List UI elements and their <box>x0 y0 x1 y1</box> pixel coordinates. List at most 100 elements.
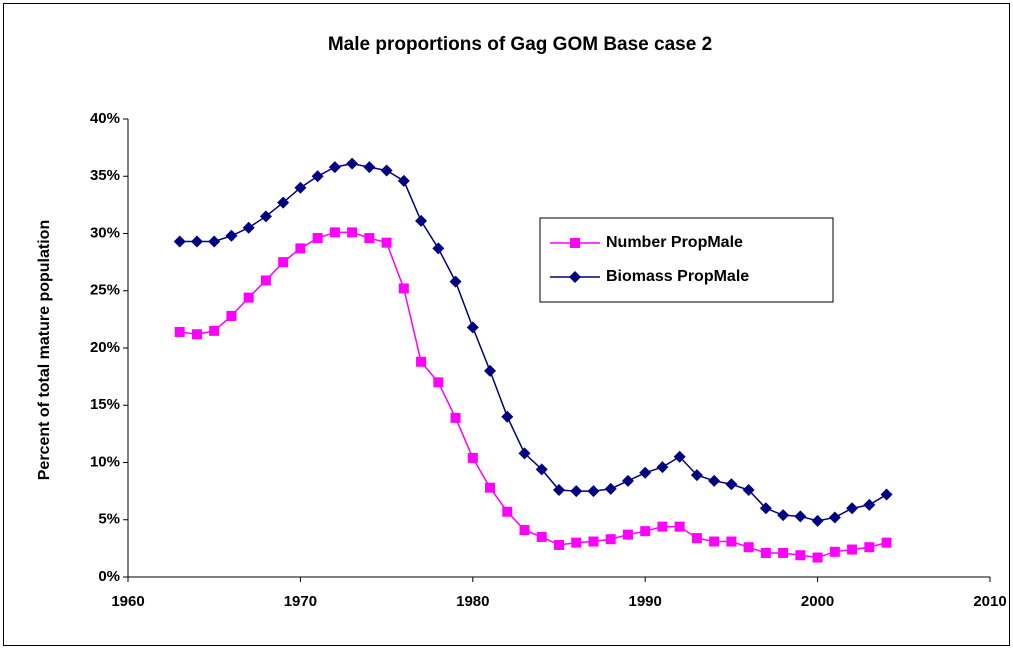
x-tick-label: 1990 <box>629 593 662 610</box>
data-point <box>502 506 513 517</box>
data-point <box>553 483 565 496</box>
x-tick-label: 1980 <box>456 593 489 610</box>
data-point <box>450 412 461 423</box>
data-point <box>209 325 220 336</box>
data-point <box>777 509 790 522</box>
data-point <box>604 482 617 495</box>
data-point <box>295 243 306 254</box>
data-point <box>725 478 738 491</box>
data-point <box>484 364 497 377</box>
data-point <box>346 157 359 170</box>
data-point <box>587 485 600 498</box>
data-point <box>466 321 479 334</box>
data-point <box>294 181 307 194</box>
data-point <box>467 452 478 463</box>
data-point <box>709 536 720 547</box>
data-point <box>778 547 789 558</box>
data-point <box>743 542 754 553</box>
chart-border <box>3 3 1010 646</box>
data-point <box>347 227 358 238</box>
data-point <box>811 514 824 527</box>
y-tick-label: 15% <box>90 396 120 413</box>
data-point <box>880 488 893 501</box>
data-point <box>864 542 875 553</box>
data-point <box>242 221 255 234</box>
data-point <box>863 498 876 511</box>
data-point <box>812 552 823 563</box>
data-point <box>726 536 737 547</box>
x-tick-label: 2000 <box>801 593 834 610</box>
data-point <box>570 485 583 498</box>
data-point <box>588 536 599 547</box>
data-point <box>674 521 685 532</box>
data-point <box>605 534 616 545</box>
data-point <box>760 547 771 558</box>
data-point <box>485 482 496 493</box>
data-point <box>657 521 668 532</box>
data-point <box>639 466 652 479</box>
data-point <box>759 502 772 515</box>
data-point <box>622 529 633 540</box>
legend-marker <box>569 271 581 283</box>
data-point <box>243 292 254 303</box>
legend-label: Number PropMale <box>606 234 743 251</box>
data-point <box>364 233 375 244</box>
y-tick-label: 30% <box>90 224 120 241</box>
data-point <box>673 450 686 463</box>
data-point <box>381 237 392 248</box>
data-point <box>329 227 340 238</box>
data-point <box>208 235 221 248</box>
data-point <box>536 531 547 542</box>
data-point <box>328 161 341 174</box>
data-point <box>742 483 755 496</box>
y-axis-label: Percent of total mature population <box>36 220 53 480</box>
data-point <box>191 329 202 340</box>
data-point <box>433 377 444 388</box>
data-point <box>881 537 892 548</box>
data-point <box>397 174 410 187</box>
data-point <box>691 533 702 544</box>
data-point <box>311 170 324 183</box>
data-point <box>621 474 634 487</box>
data-point <box>259 210 272 223</box>
data-point <box>571 537 582 548</box>
data-point <box>535 463 548 476</box>
data-point <box>501 410 514 423</box>
data-point <box>363 161 376 174</box>
data-point <box>277 196 290 209</box>
data-point <box>828 511 841 524</box>
data-point <box>173 235 186 248</box>
data-point <box>829 546 840 557</box>
legend-box <box>539 217 834 303</box>
data-point <box>708 474 721 487</box>
y-tick-label: 35% <box>90 167 120 184</box>
x-tick-label: 1970 <box>284 593 317 610</box>
data-point <box>518 447 531 460</box>
data-point <box>554 539 564 550</box>
y-tick-label: 40% <box>90 110 120 127</box>
legend-label: Biomass PropMale <box>606 268 749 285</box>
data-point <box>226 310 237 321</box>
data-point <box>174 326 185 337</box>
x-tick-label: 2010 <box>973 593 1006 610</box>
x-tick-label: 1960 <box>111 593 144 610</box>
data-point <box>690 469 703 482</box>
data-point <box>519 525 530 536</box>
y-tick-label: 0% <box>98 568 120 585</box>
data-point <box>656 461 669 474</box>
data-point <box>795 550 806 561</box>
data-point <box>794 510 807 523</box>
data-point <box>415 214 428 227</box>
data-point <box>847 544 858 555</box>
data-point <box>846 502 859 515</box>
y-tick-label: 5% <box>98 511 120 528</box>
data-point <box>449 275 462 288</box>
data-point <box>416 356 427 367</box>
data-point <box>640 526 651 537</box>
chart-title: Male proportions of Gag GOM Base case 2 <box>328 34 712 55</box>
data-point <box>278 257 289 268</box>
data-point <box>190 235 203 248</box>
data-point <box>398 283 409 294</box>
data-point <box>312 233 323 244</box>
